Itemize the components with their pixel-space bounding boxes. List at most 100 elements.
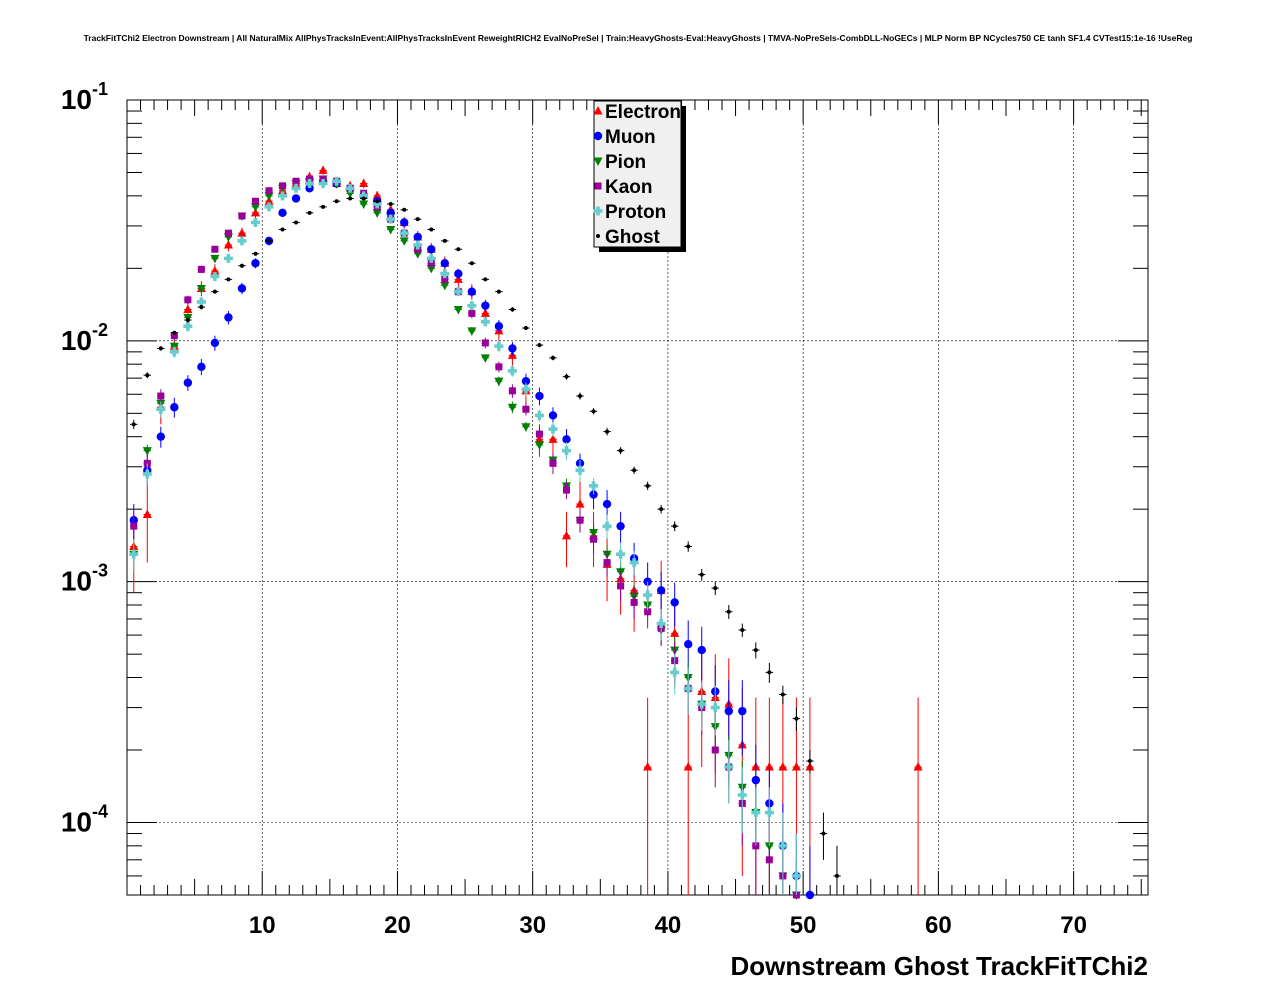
legend-label: Kaon bbox=[605, 177, 653, 198]
data-point bbox=[196, 297, 206, 307]
data-point bbox=[656, 586, 666, 595]
data-point bbox=[523, 326, 528, 331]
data-point bbox=[142, 509, 152, 519]
data-point bbox=[237, 228, 247, 237]
data-point bbox=[630, 598, 638, 606]
data-point bbox=[345, 183, 355, 193]
data-point bbox=[913, 762, 923, 771]
data-point bbox=[765, 856, 773, 864]
data-point bbox=[197, 362, 206, 372]
data-point bbox=[199, 305, 204, 310]
data-point bbox=[197, 265, 205, 273]
data-point bbox=[549, 459, 557, 467]
legend-marker bbox=[593, 106, 603, 115]
data-point bbox=[169, 347, 179, 357]
data-point bbox=[332, 176, 342, 186]
data-point bbox=[510, 307, 515, 312]
data-point bbox=[496, 289, 501, 294]
data-point bbox=[508, 344, 517, 353]
data-point bbox=[413, 240, 423, 250]
data-point bbox=[183, 321, 193, 331]
data-point bbox=[210, 271, 220, 281]
data-point bbox=[602, 521, 612, 531]
data-point bbox=[265, 187, 273, 195]
data-point bbox=[632, 468, 637, 473]
x-tick-label: 50 bbox=[790, 912, 817, 939]
data-point bbox=[807, 759, 812, 764]
data-point bbox=[686, 544, 691, 549]
data-point bbox=[402, 207, 407, 212]
data-point bbox=[386, 208, 395, 218]
data-point bbox=[713, 586, 718, 591]
data-point bbox=[170, 403, 179, 412]
data-point bbox=[427, 245, 436, 254]
data-point bbox=[507, 403, 517, 413]
data-point bbox=[185, 318, 190, 323]
data-point bbox=[618, 448, 623, 453]
data-point bbox=[359, 200, 369, 209]
legend-marker bbox=[594, 182, 602, 190]
y-tick-label: 10-3 bbox=[61, 561, 108, 597]
data-point bbox=[591, 409, 596, 414]
x-tick-label: 10 bbox=[249, 912, 276, 939]
data-point bbox=[480, 308, 490, 317]
data-series bbox=[129, 165, 923, 900]
data-point bbox=[521, 423, 531, 432]
data-point bbox=[279, 182, 287, 190]
data-point bbox=[764, 762, 774, 771]
data-point bbox=[224, 313, 233, 322]
x-tick-label: 70 bbox=[1060, 912, 1087, 939]
data-point bbox=[375, 199, 380, 204]
data-point bbox=[616, 568, 626, 577]
data-point bbox=[372, 190, 382, 200]
data-point bbox=[753, 648, 758, 653]
data-point bbox=[480, 317, 490, 327]
data-point bbox=[440, 259, 449, 268]
data-point bbox=[280, 227, 285, 232]
data-point bbox=[562, 435, 571, 444]
legend-marker bbox=[593, 157, 603, 166]
data-point bbox=[237, 236, 247, 246]
data-point bbox=[590, 535, 598, 543]
data-point bbox=[183, 378, 193, 387]
data-point bbox=[670, 628, 680, 637]
data-point bbox=[183, 304, 193, 313]
data-point bbox=[318, 179, 328, 189]
data-point bbox=[278, 208, 287, 218]
data-point bbox=[495, 363, 503, 371]
data-point bbox=[578, 394, 583, 399]
data-point bbox=[386, 214, 396, 224]
data-point bbox=[223, 253, 233, 263]
data-point bbox=[764, 808, 774, 818]
x-axis-label: Downstream Ghost TrackFitTChi2 bbox=[730, 951, 1148, 981]
data-point bbox=[348, 196, 353, 201]
data-point bbox=[427, 259, 435, 267]
legend-label: Pion bbox=[605, 152, 646, 173]
data-point bbox=[305, 179, 315, 189]
data-point bbox=[210, 265, 220, 275]
legend-box bbox=[593, 100, 682, 248]
data-point bbox=[440, 269, 450, 279]
data-point bbox=[212, 289, 217, 294]
data-point bbox=[644, 608, 652, 616]
data-point bbox=[196, 284, 206, 294]
data-point bbox=[429, 227, 434, 232]
data-point bbox=[361, 196, 366, 201]
grid bbox=[127, 99, 1148, 895]
data-point bbox=[307, 210, 312, 215]
data-point bbox=[130, 522, 138, 530]
x-tick-label: 30 bbox=[519, 912, 546, 939]
data-point bbox=[467, 287, 477, 296]
data-point bbox=[456, 247, 461, 252]
data-point bbox=[576, 516, 584, 524]
data-point bbox=[562, 530, 572, 540]
chart-title: TrackFitTChi2 Electron Downstream | All … bbox=[83, 33, 1193, 43]
data-point bbox=[321, 204, 326, 209]
data-point bbox=[372, 199, 382, 209]
data-point bbox=[564, 374, 569, 379]
data-point bbox=[157, 392, 165, 400]
data-point bbox=[172, 330, 177, 335]
data-point bbox=[751, 775, 761, 785]
data-point bbox=[454, 269, 463, 278]
data-point bbox=[659, 507, 664, 512]
